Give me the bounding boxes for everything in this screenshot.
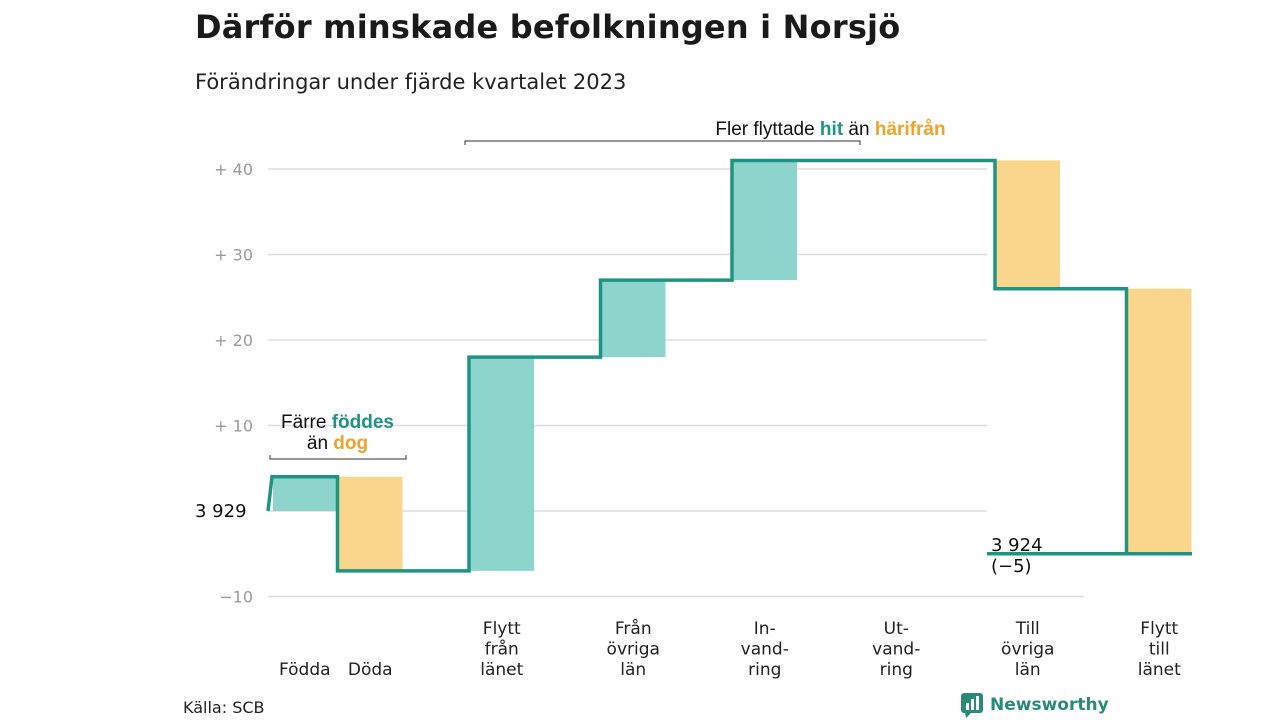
bars [273,160,1192,571]
bar-frånövrigalän [601,280,666,358]
category-label: övriga [1001,640,1054,660]
category-label: Döda [348,660,393,680]
annotation-part: hit [815,119,844,140]
annotation-migration-bracket [464,140,861,145]
annotation-births-bracket [269,455,407,460]
category-label: ring [880,660,913,680]
brand-name: Newsworthy [990,695,1109,715]
y-tick-label: + 40 [214,160,253,179]
end-change-label: (−5) [991,556,1032,577]
bar-invandring [733,160,797,281]
category-label: Till [1015,619,1040,639]
annotation-part: Färre [281,412,326,433]
chart-title: Därför minskade befolkningen i Norsjö [195,8,901,46]
annotation-part: föddes [326,412,394,433]
y-tick-label: −10 [219,588,253,607]
bar-döda [338,476,403,571]
category-label: övriga [607,640,660,660]
category-label: Flytt [1140,619,1178,639]
category-label: vand- [741,640,789,660]
source-note: Källa: SCB [183,698,265,717]
annotation-part: än [843,119,869,140]
bar-tillövrigalän [996,160,1060,289]
newsworthy-logo-icon [961,693,983,718]
annotation-part: Fler flyttade [715,119,814,140]
category-label: In- [754,619,776,639]
category-label: länet [480,660,523,680]
category-label: vand- [872,640,920,660]
y-tick-label: + 30 [214,246,253,265]
bar-födda [273,476,337,511]
category-label: från [485,639,519,660]
annotation-births-line1: Färre föddes [281,412,394,433]
category-label: län [1015,660,1041,680]
annotation-part: härifrån [870,119,946,140]
category-label: län [620,660,646,680]
chart-subtitle: Förändringar under fjärde kvartalet 2023 [195,70,627,94]
annotation-part: dog [328,433,368,454]
bar-flytttilllänet [1127,288,1192,554]
annotation-births-line2: än dog [307,433,368,454]
brand-logo: Newsworthy [960,692,1109,718]
annotation-part: än [307,433,328,454]
category-label: Födda [279,660,331,680]
category-label: länet [1138,660,1181,680]
category-label: Flytt [483,619,521,639]
bar-flyttfrånlänet [470,357,534,571]
y-tick-label: + 20 [214,331,253,350]
category-label: till [1149,640,1170,660]
end-value-label: 3 924 [991,535,1043,556]
category-label: Ut- [884,619,909,639]
y-tick-label: + 10 [214,417,253,436]
start-value-label: 3 929 [195,501,247,522]
annotation-migration: Fler flyttade hit än härifrån [715,119,945,140]
running-total-line-path [266,158,1192,573]
running-total-line [266,158,1192,573]
category-label: ring [748,660,781,680]
category-label: Från [615,618,652,639]
